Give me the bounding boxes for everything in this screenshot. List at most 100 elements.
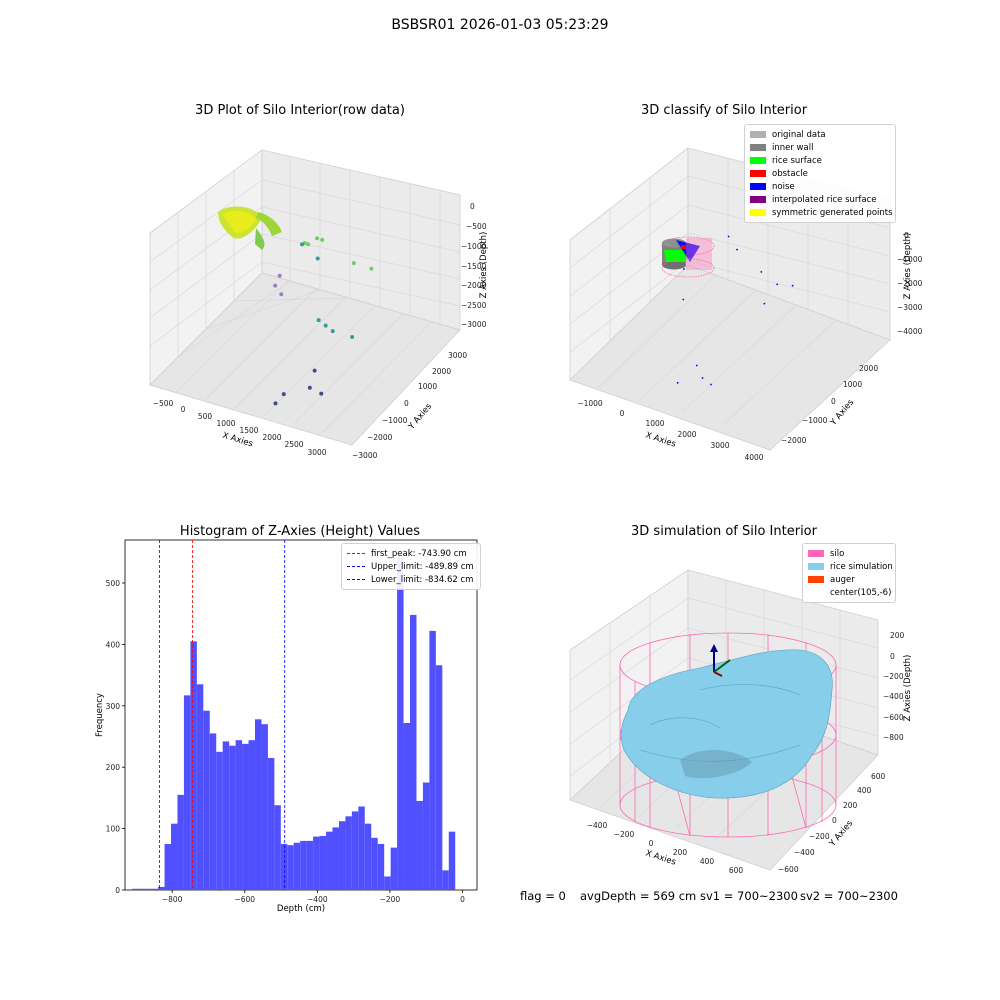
legend-swatch — [750, 144, 766, 151]
histogram-title: Histogram of Z-Axies (Height) Values — [179, 524, 421, 539]
histogram-bar — [306, 840, 314, 890]
histogram-vlines — [159, 540, 286, 890]
legend-swatch — [750, 209, 766, 216]
raw-z-tick: −2500 — [461, 301, 487, 310]
raw-data-point — [316, 318, 321, 323]
histogram-bar — [371, 837, 378, 890]
histogram-bar — [448, 831, 456, 890]
histogram-x-label: Depth (cm) — [277, 904, 325, 914]
raw-y-tick: 3000 — [448, 351, 467, 360]
classify-noise-point — [683, 268, 685, 270]
classify-noise-point — [791, 284, 794, 287]
histogram-bar — [242, 743, 249, 890]
legend-swatch — [808, 576, 824, 583]
classify-y-tick: 2000 — [859, 364, 878, 373]
classify-plot-title: 3D classify of Silo Interior — [640, 103, 808, 118]
raw-data-point — [323, 323, 328, 328]
classify-x-tick: 3000 — [710, 441, 729, 450]
sim-x-tick: −200 — [614, 830, 635, 839]
histogram-x-tick-label: −600 — [234, 895, 255, 904]
histogram-bar — [313, 836, 320, 890]
raw-x-ticks: −500 0 500 1000 1500 2000 2500 3000 — [153, 399, 327, 457]
legend-swatch — [750, 131, 766, 138]
legend-swatch — [750, 157, 766, 164]
status-avg-depth: avgDepth = 569 cm — [580, 889, 697, 903]
classify-z-label: Z Axies (Depth) — [903, 233, 913, 300]
histogram-bar — [422, 782, 430, 890]
histogram-bar — [138, 888, 146, 890]
raw-data-point — [315, 236, 320, 241]
histogram-bar — [261, 724, 268, 890]
sim-z-label: Z Axies (Depth) — [903, 655, 913, 722]
sim-z-ticks: 200 0 −200 −400 −600 −800 — [883, 631, 905, 742]
status-flag: flag = 0 — [520, 889, 566, 903]
classify-x-tick: 1000 — [645, 419, 664, 428]
classify-x-tick: 0 — [620, 409, 625, 418]
classify-noise-points — [676, 235, 794, 386]
histogram-bar — [235, 740, 243, 890]
classify-silo-cluster — [661, 236, 715, 278]
sim-z-tick: 0 — [890, 652, 895, 661]
histogram-bar — [429, 630, 436, 890]
raw-x-tick: 3000 — [307, 448, 326, 457]
legend-line — [347, 553, 365, 554]
histogram-bar — [196, 684, 204, 890]
raw-z-tick: −500 — [466, 222, 487, 231]
classify-x-tick: 4000 — [744, 453, 763, 462]
histogram-bar — [190, 641, 197, 890]
histogram-bar — [384, 876, 391, 890]
legend-item-lower-limit: Lower_limit: -834.62 cm — [347, 573, 475, 586]
sim-y-tick: −200 — [809, 832, 830, 841]
histogram-y-tick-label: 100 — [106, 825, 121, 834]
sim-y-tick: −400 — [794, 848, 815, 857]
raw-y-tick: −2000 — [367, 433, 393, 442]
raw-x-tick: 0 — [181, 405, 186, 414]
raw-z-label: Z Axies (Depth) — [479, 232, 489, 299]
classify-z-tick: −4000 — [897, 327, 923, 336]
classify-noise-point — [682, 298, 685, 301]
raw-y-tick: −3000 — [352, 451, 378, 460]
legend-swatch — [808, 563, 824, 570]
sim-x-tick: 600 — [729, 866, 744, 875]
raw-data-point — [369, 266, 374, 271]
raw-y-ticks: −3000 −2000 −1000 0 1000 2000 3000 — [352, 351, 467, 460]
histogram-bar — [216, 751, 223, 890]
raw-y-tick: 1000 — [418, 382, 437, 391]
legend-swatch — [750, 196, 766, 203]
raw-plot-title: 3D Plot of Silo Interior(row data) — [195, 103, 405, 118]
classify-pane-floor — [569, 264, 891, 451]
classify-x-tick: −1000 — [577, 399, 603, 408]
sim-z-tick: −200 — [883, 672, 904, 681]
histogram-x-tick-label: −800 — [162, 895, 183, 904]
histogram-bar — [280, 843, 288, 890]
legend-line — [347, 579, 365, 580]
raw-x-tick: −500 — [153, 399, 174, 408]
classify-noise-point — [695, 364, 698, 367]
legend-item-rice-surface: rice surface — [750, 154, 890, 167]
sim-z-tick: −600 — [883, 713, 904, 722]
simulation-legend: silo rice simulation auger center(105,-6… — [802, 543, 896, 603]
raw-z-tick: −3000 — [461, 320, 487, 329]
legend-item-rice-simulation: rice simulation — [808, 560, 893, 573]
legend-item-silo: silo — [808, 547, 890, 560]
sim-z-tick: −800 — [883, 733, 904, 742]
legend-item-original-data: original data — [750, 128, 890, 141]
histogram-bar — [345, 816, 352, 890]
legend-swatch — [808, 589, 824, 596]
histogram-x-ticks: −800 −600 −400 −200 0 — [162, 890, 465, 904]
classify-noise-point — [776, 283, 779, 286]
classify-z-tick: −1000 — [897, 255, 923, 264]
histogram-bar — [332, 827, 339, 890]
sim-x-tick: −400 — [587, 821, 608, 830]
raw-data-point — [350, 335, 355, 340]
raw-z-tick: −1000 — [461, 242, 487, 251]
histogram-y-ticks: 0 100 200 300 400 500 — [106, 579, 125, 895]
raw-y-tick: 0 — [404, 399, 409, 408]
legend-item-first-peak: first_peak: -743.90 cm — [347, 547, 475, 560]
raw-x-tick: 2500 — [284, 440, 303, 449]
histogram-bar — [248, 740, 255, 890]
histogram-bar — [274, 805, 281, 890]
classify-x-tick: 2000 — [677, 430, 696, 439]
legend-item-interpolated: interpolated rice surface — [750, 193, 890, 206]
histogram-bar — [338, 821, 346, 890]
